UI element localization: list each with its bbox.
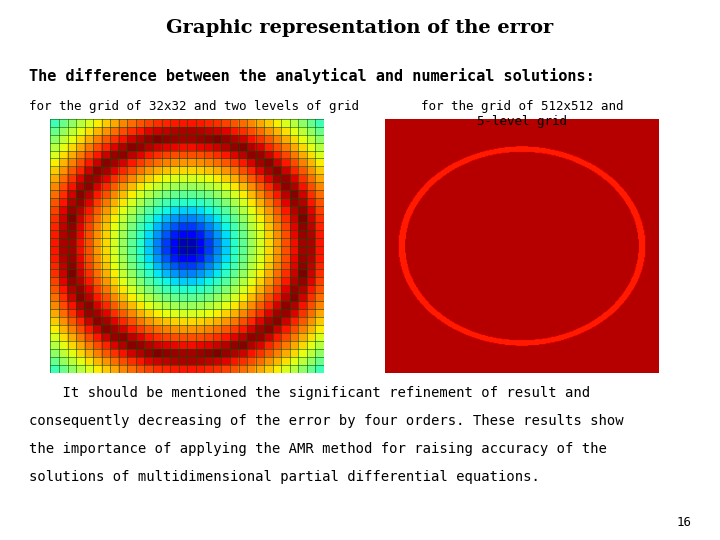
Text: for the grid of 512x512 and
5-level grid: for the grid of 512x512 and 5-level grid [420, 100, 624, 128]
Text: solutions of multidimensional partial differential equations.: solutions of multidimensional partial di… [29, 470, 540, 484]
Text: the importance of applying the AMR method for raising accuracy of the: the importance of applying the AMR metho… [29, 442, 607, 456]
Text: for the grid of 32x32 and two levels of grid: for the grid of 32x32 and two levels of … [29, 100, 359, 113]
Text: The difference between the analytical and numerical solutions:: The difference between the analytical an… [29, 68, 595, 84]
Text: consequently decreasing of the error by four orders. These results show: consequently decreasing of the error by … [29, 414, 624, 428]
Text: It should be mentioned the significant refinement of result and: It should be mentioned the significant r… [29, 386, 590, 400]
Text: Graphic representation of the error: Graphic representation of the error [166, 19, 554, 37]
Text: 16: 16 [676, 516, 691, 529]
